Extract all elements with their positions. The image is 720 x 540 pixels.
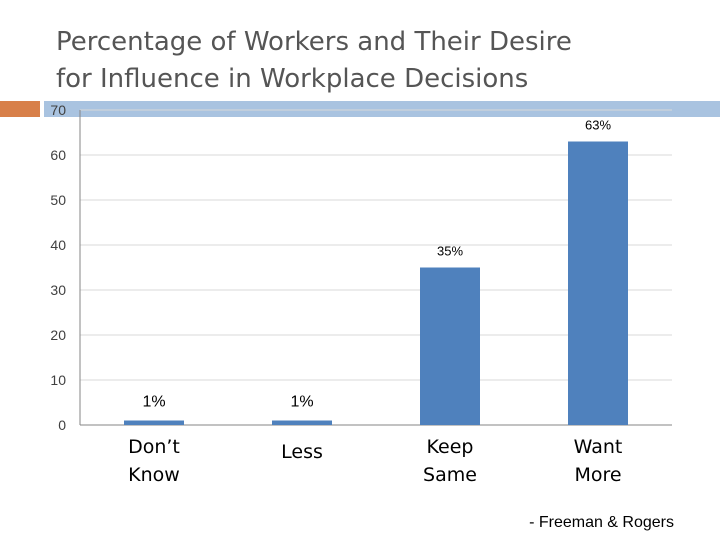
accent-bar-orange bbox=[0, 101, 40, 117]
source-citation: - Freeman & Rogers bbox=[529, 514, 674, 531]
x-tick-label: Don’t Know bbox=[128, 436, 180, 486]
bar bbox=[420, 267, 480, 425]
y-tick-label: 60 bbox=[50, 147, 66, 163]
bar bbox=[124, 420, 184, 425]
x-tick-label: Keep Same bbox=[423, 436, 477, 486]
bar bbox=[272, 420, 332, 425]
data-label: 1% bbox=[290, 394, 313, 411]
y-tick-label: 10 bbox=[50, 372, 66, 388]
x-tick-label: Want More bbox=[574, 436, 623, 486]
y-tick-label: 30 bbox=[50, 282, 66, 298]
y-tick-label: 0 bbox=[58, 417, 66, 433]
x-tick-label: Less bbox=[281, 441, 323, 463]
y-tick-label: 50 bbox=[50, 192, 66, 208]
y-tick-label: 40 bbox=[50, 237, 66, 253]
y-tick-label: 20 bbox=[50, 327, 66, 343]
data-label: 63% bbox=[585, 118, 611, 133]
data-label: 1% bbox=[142, 394, 165, 411]
slide-title: Percentage of Workers and Their Desire f… bbox=[56, 27, 572, 94]
y-tick-label: 70 bbox=[50, 102, 66, 118]
data-label: 35% bbox=[437, 244, 463, 259]
bar bbox=[568, 141, 628, 425]
accent-bar-blue bbox=[44, 101, 720, 117]
